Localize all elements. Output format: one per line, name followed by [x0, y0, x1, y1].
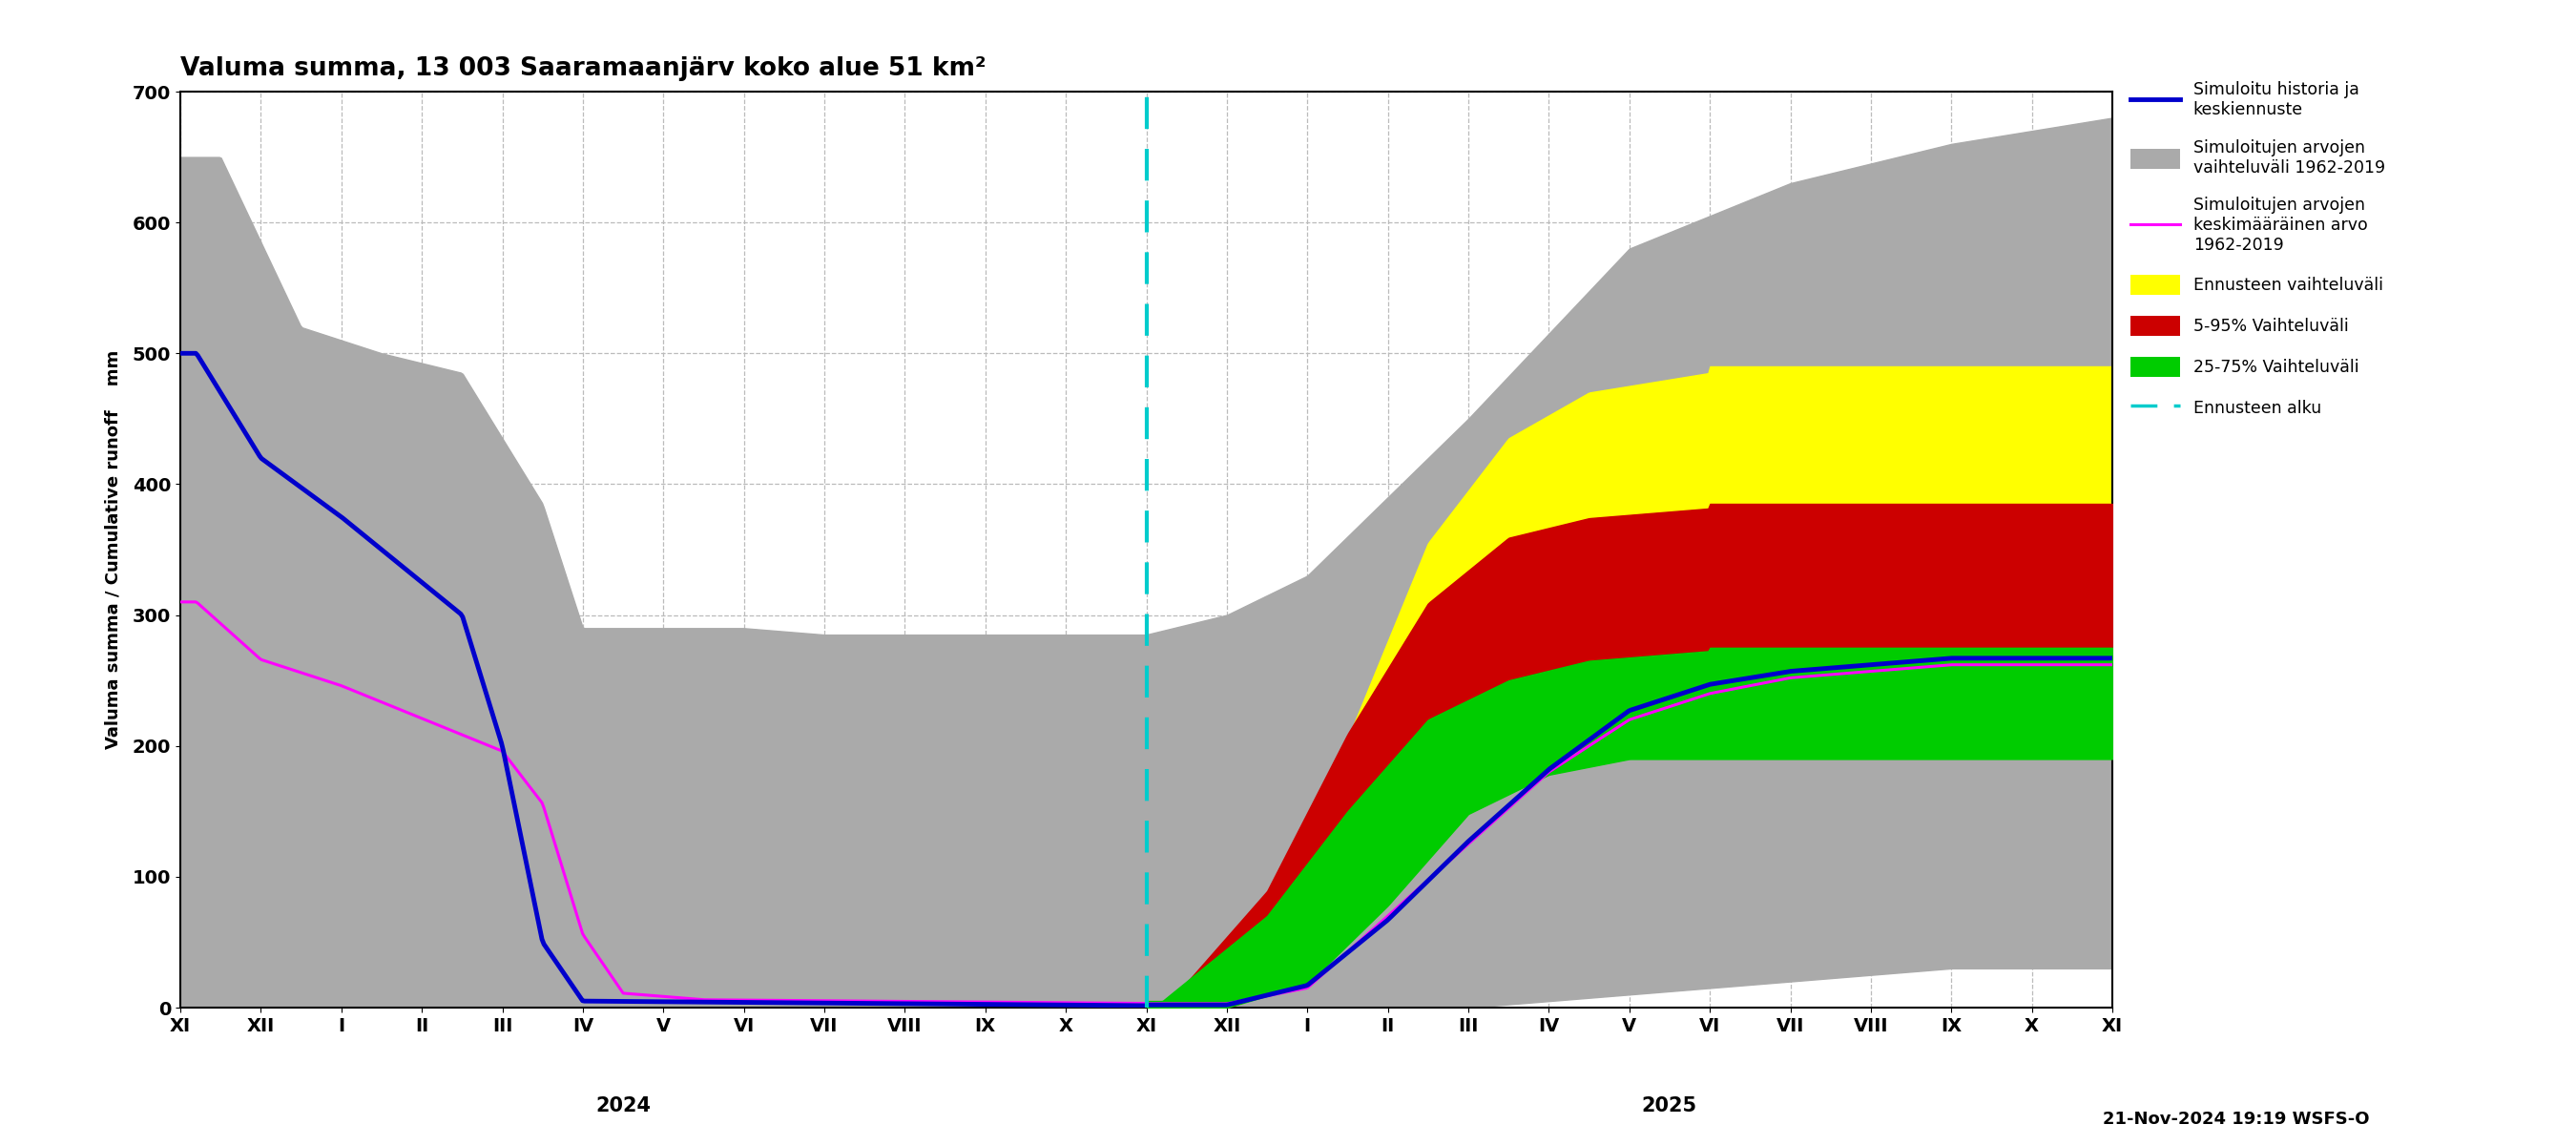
Text: Valuma summa, 13 003 Saaramaanjärv koko alue 51 km²: Valuma summa, 13 003 Saaramaanjärv koko …: [180, 56, 987, 81]
Text: 21-Nov-2024 19:19 WSFS-O: 21-Nov-2024 19:19 WSFS-O: [2102, 1111, 2370, 1128]
Text: 2024: 2024: [595, 1097, 652, 1115]
Text: 2025: 2025: [1641, 1097, 1698, 1115]
Legend: Simuloitu historia ja
keskiennuste, Simuloitujen arvojen
vaihteluväli 1962-2019,: Simuloitu historia ja keskiennuste, Simu…: [2130, 81, 2385, 418]
Y-axis label: Valuma summa / Cumulative runoff    mm: Valuma summa / Cumulative runoff mm: [106, 350, 121, 749]
